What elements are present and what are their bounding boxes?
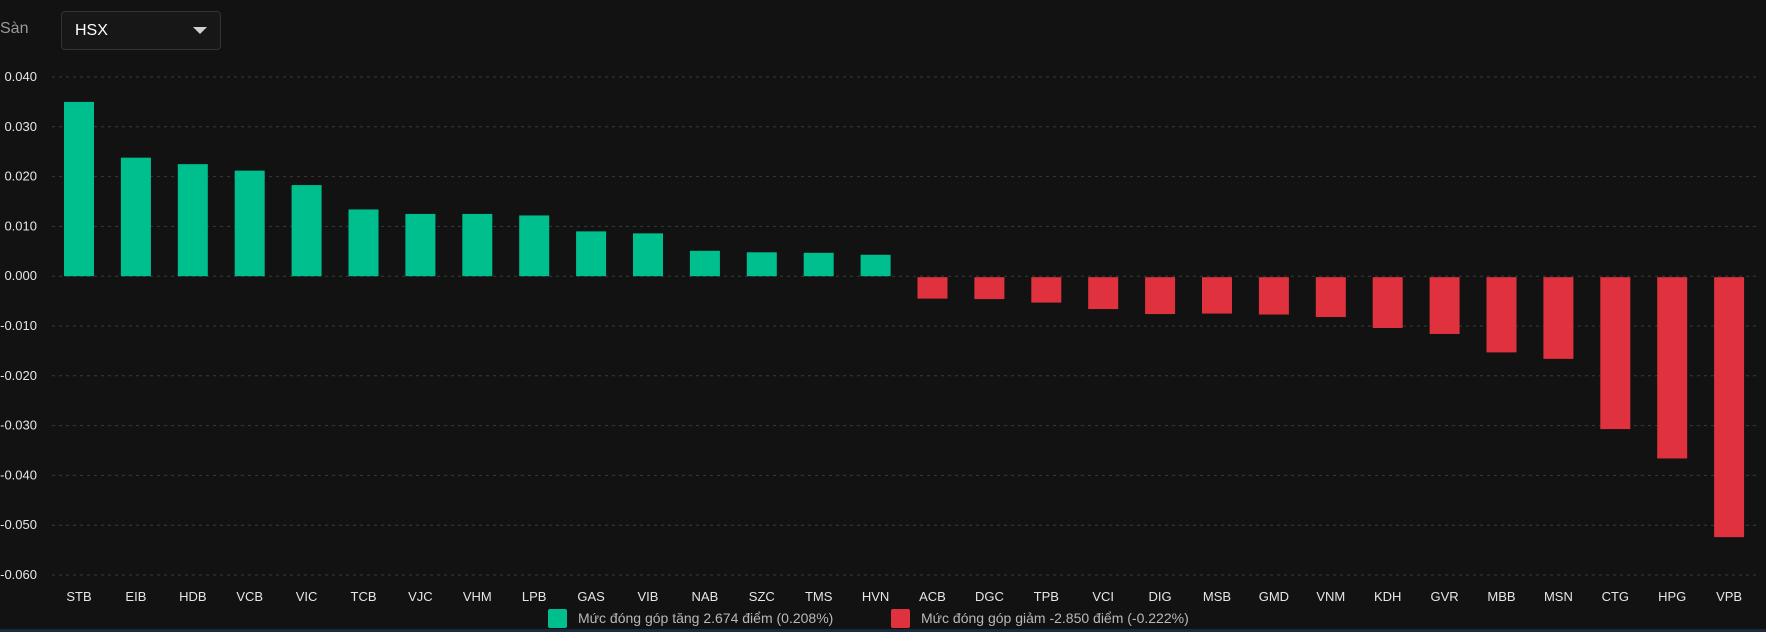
x-tick-label: TMS bbox=[805, 589, 833, 604]
bar-szc bbox=[746, 252, 777, 277]
bar-vic bbox=[291, 185, 322, 277]
y-tick-label: -0.060 bbox=[0, 567, 37, 582]
x-tick-label: MBB bbox=[1487, 589, 1515, 604]
bar-stb bbox=[64, 101, 94, 277]
bar-vpb bbox=[1714, 277, 1745, 538]
bar-gvr bbox=[1429, 277, 1460, 334]
bar-tms bbox=[803, 252, 834, 277]
bar-tcb bbox=[348, 209, 379, 277]
y-tick-label: 0.010 bbox=[4, 218, 37, 233]
x-tick-label: NAB bbox=[692, 589, 719, 604]
exchange-select[interactable]: HSX bbox=[61, 11, 221, 50]
exchange-filter-label: Sàn bbox=[0, 20, 29, 37]
bar-msb bbox=[1202, 277, 1232, 314]
x-tick-label: VPB bbox=[1716, 589, 1742, 604]
y-tick-label: 0.000 bbox=[4, 268, 37, 283]
legend-swatch-decrease bbox=[891, 609, 910, 628]
exchange-select-value: HSX bbox=[75, 21, 108, 39]
x-tick-label: GAS bbox=[577, 589, 605, 604]
y-tick-label: 0.020 bbox=[4, 169, 37, 184]
x-tick-label: ACB bbox=[919, 589, 946, 604]
bar-ctg bbox=[1600, 277, 1631, 430]
y-tick-label: 0.040 bbox=[4, 69, 37, 84]
x-tick-label: TCB bbox=[351, 589, 377, 604]
bar-vcb bbox=[234, 170, 265, 277]
x-tick-label: LPB bbox=[522, 589, 547, 604]
x-tick-label: VHM bbox=[463, 589, 492, 604]
bar-kdh bbox=[1372, 277, 1403, 328]
bar-nab bbox=[689, 250, 720, 277]
x-tick-label: GMD bbox=[1259, 589, 1289, 604]
x-tick-label: DGC bbox=[975, 589, 1004, 604]
x-tick-label: VJC bbox=[408, 589, 433, 604]
y-tick-label: 0.030 bbox=[4, 119, 37, 134]
x-tick-label: CTG bbox=[1602, 589, 1629, 604]
x-tick-label: GVR bbox=[1431, 589, 1459, 604]
bar-acb bbox=[917, 277, 948, 299]
bar-mbb bbox=[1486, 277, 1517, 353]
bar-vci bbox=[1088, 277, 1119, 310]
x-tick-label: HVN bbox=[862, 589, 889, 604]
bar-lpb bbox=[519, 215, 550, 277]
x-tick-label: KDH bbox=[1374, 589, 1401, 604]
x-tick-label: VNM bbox=[1316, 589, 1345, 604]
y-tick-label: -0.020 bbox=[0, 368, 37, 383]
bar-tpb bbox=[1031, 277, 1062, 303]
bar-gas bbox=[576, 231, 607, 277]
y-tick-label: -0.030 bbox=[0, 418, 37, 433]
x-tick-label: VCB bbox=[236, 589, 263, 604]
y-tick-label: -0.040 bbox=[0, 467, 37, 482]
bottom-divider bbox=[0, 629, 1766, 632]
y-tick-label: -0.050 bbox=[0, 517, 37, 532]
bar-vib bbox=[633, 233, 663, 277]
bar-hpg bbox=[1657, 277, 1688, 459]
x-tick-label: HDB bbox=[179, 589, 206, 604]
x-tick-label: VIC bbox=[296, 589, 318, 604]
x-tick-label: MSB bbox=[1203, 589, 1231, 604]
bar-hdb bbox=[177, 164, 208, 277]
x-tick-label: TPB bbox=[1034, 589, 1059, 604]
x-tick-label: HPG bbox=[1658, 589, 1686, 604]
legend-swatch-increase bbox=[548, 609, 567, 628]
x-tick-label: VCI bbox=[1092, 589, 1114, 604]
bar-vjc bbox=[405, 213, 436, 277]
x-tick-label: SZC bbox=[749, 589, 775, 604]
bar-vnm bbox=[1315, 277, 1346, 318]
x-tick-label: STB bbox=[66, 589, 91, 604]
bar-gmd bbox=[1258, 277, 1289, 315]
x-tick-label: MSN bbox=[1544, 589, 1573, 604]
bar-eib bbox=[120, 157, 151, 277]
legend-label-decrease: Mức đóng góp giảm -2.850 điểm (-0.222%) bbox=[921, 610, 1189, 626]
y-tick-label: -0.010 bbox=[0, 318, 37, 333]
x-tick-label: DIG bbox=[1149, 589, 1172, 604]
bar-dig bbox=[1145, 277, 1176, 315]
bar-msn bbox=[1543, 277, 1574, 359]
x-tick-label: VIB bbox=[638, 589, 659, 604]
x-tick-label: EIB bbox=[125, 589, 146, 604]
chevron-down-icon bbox=[193, 27, 207, 34]
legend-label-increase: Mức đóng góp tăng 2.674 điểm (0.208%) bbox=[578, 610, 833, 626]
bar-dgc bbox=[974, 277, 1005, 300]
bar-hvn bbox=[860, 254, 891, 277]
bar-vhm bbox=[462, 213, 493, 277]
